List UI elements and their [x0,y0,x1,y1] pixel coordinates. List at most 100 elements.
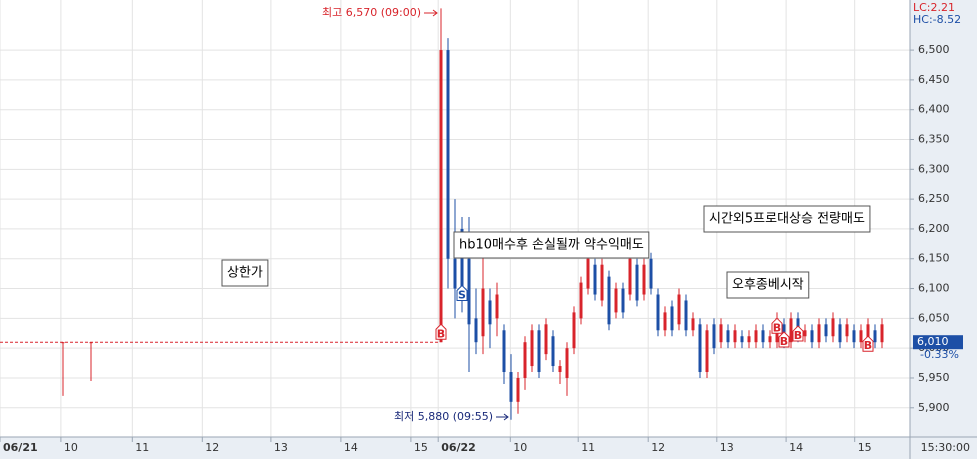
candle-body [719,324,723,343]
grid [0,0,910,437]
candle-body [859,330,863,343]
candle-body [705,330,709,373]
candle-body [663,312,667,331]
candle-body [691,318,695,331]
candle-body [495,294,499,319]
signal-marker [862,335,874,352]
candle-body [544,324,548,355]
signal-label: B [794,329,802,342]
candle-body [649,258,653,289]
candle-body [61,342,65,344]
candle-body [607,276,611,325]
candle-body [509,372,513,402]
candle-body [684,300,688,331]
annotation-box [703,205,871,233]
signal-label: B [437,327,445,340]
annotation-text: 오후종베시작 [732,278,804,293]
candle-body [474,318,478,343]
candle-body [656,294,660,331]
time-label: 15:30:00 [921,441,970,454]
y-tick-label: 6,150 [918,252,950,265]
x-tick-label: 14 [789,441,803,454]
candle-body [523,342,527,378]
candle-body [852,330,856,343]
x-tick-label: 11 [135,441,149,454]
candle-body [572,312,576,349]
candle-body [446,50,450,259]
y-tick-label: 6,350 [918,133,950,146]
candle-body [460,228,464,289]
signal-label: B [773,321,781,334]
candle-body [670,306,674,331]
x-tick-label: 12 [651,441,665,454]
candle-body [845,324,849,337]
candle-body [803,330,807,337]
x-tick-label: 10 [64,441,78,454]
x-tick-label: 14 [344,441,358,454]
candle-body [866,324,870,343]
x-tick-label: 12 [205,441,219,454]
candle-body [453,258,457,289]
signal-label: S [458,289,466,302]
labels: 5,9005,9506,0006,0506,1006,1506,2006,250… [0,1,970,454]
candle-body [565,348,569,378]
candle-body [439,50,443,343]
candle-body [579,282,583,319]
candle-body [516,377,520,402]
signal-marker [792,325,804,342]
low-arrow [496,413,509,421]
candle-body [873,330,877,343]
candle-body [537,330,541,373]
high-arrow [424,9,438,17]
current-price-label: 6,010 [917,335,949,348]
change-label: -0.33% [920,348,959,361]
lc-label: LC:2.21 [913,1,955,14]
signal-marker [778,331,790,348]
candle-body [740,336,744,343]
y-tick-label: 6,050 [918,311,950,324]
annotation-box [221,259,269,287]
candle-body [880,324,884,343]
candle-body [789,318,793,343]
candle-body [747,336,751,343]
x-tick-label: 15 [858,441,872,454]
signal-marker [771,317,783,334]
low-label: 최저 5,880 (09:55) [394,410,493,423]
candle-body [593,264,597,295]
candle-body [824,324,828,337]
signal-label: B [864,339,872,352]
annotation-text: 상한가 [227,266,263,281]
candle-body [614,288,618,313]
x-tick-label: 06/21 [3,441,38,454]
candle-body [831,318,835,337]
candle-body [502,330,506,373]
candle-body [635,264,639,301]
candle-body [733,330,737,343]
x-tick-label: 10 [513,441,527,454]
y-tick-label: 6,200 [918,222,950,235]
y-axis-panel [910,0,977,459]
annotation-text: hb10매수후 손실될까 약수익매도 [459,238,644,253]
candle-body [838,324,842,343]
candle-body [467,258,471,325]
candle-body [530,330,534,367]
candle-body [628,258,632,295]
candle-body [677,294,681,325]
y-tick-label: 6,400 [918,103,950,116]
annotation-box [726,271,810,299]
candle-body [621,288,625,313]
candle-body [481,288,485,337]
candle-body [558,366,562,373]
candle-body [698,324,702,373]
hc-label: HC:-8.52 [913,13,961,26]
signal-label: B [780,335,788,348]
y-tick-label: 6,500 [918,43,950,56]
y-tick-label: 6,100 [918,282,950,295]
candle-body [712,324,716,349]
candle-body [726,330,730,343]
annotation-box [453,231,650,259]
current-price-box [913,335,963,350]
x-axis-panel [0,437,977,459]
